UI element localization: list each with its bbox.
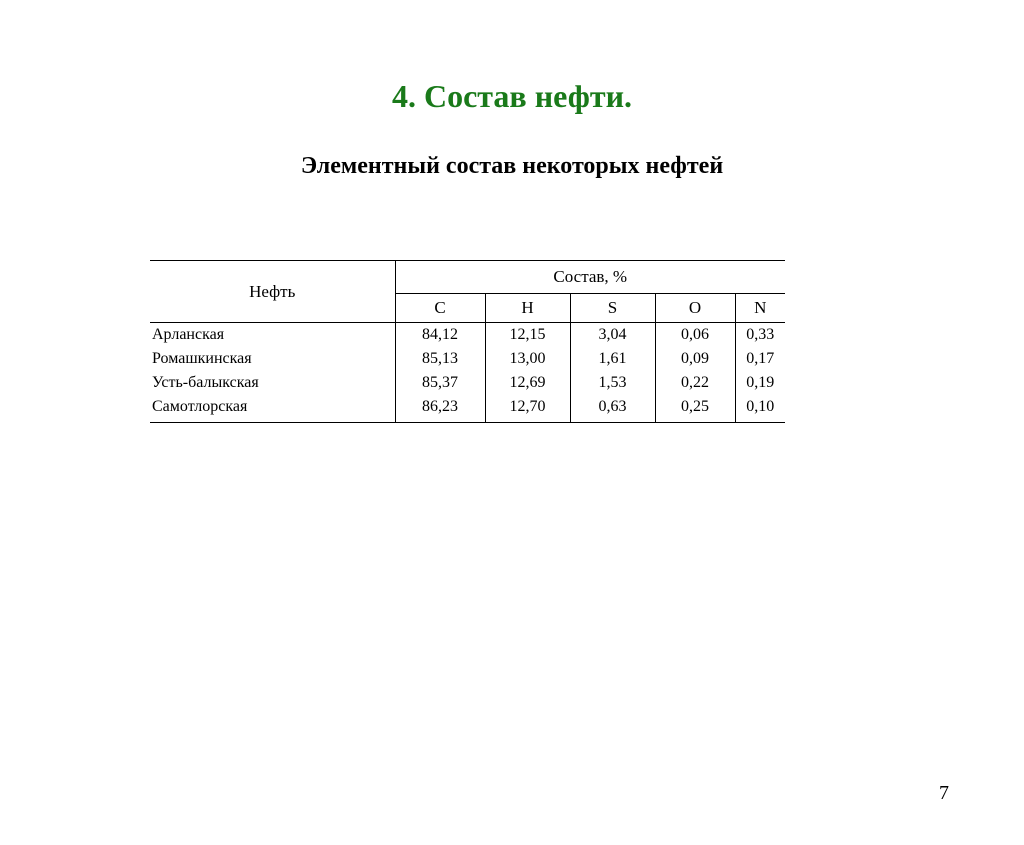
cell-s: 1,61 (570, 347, 655, 371)
cell-name: Самотлорская (150, 395, 395, 423)
table-row: Самотлорская 86,23 12,70 0,63 0,25 0,10 (150, 395, 785, 423)
col-header-c: C (395, 294, 485, 323)
table-row: Усть-балыкская 85,37 12,69 1,53 0,22 0,1… (150, 371, 785, 395)
cell-h: 12,69 (485, 371, 570, 395)
cell-c: 86,23 (395, 395, 485, 423)
cell-h: 12,70 (485, 395, 570, 423)
cell-h: 13,00 (485, 347, 570, 371)
cell-o: 0,22 (655, 371, 735, 395)
header-composition: Состав, % (395, 261, 785, 294)
page-number: 7 (939, 782, 949, 805)
composition-table: Нефть Состав, % C H S O N Арланская 84,1… (150, 260, 785, 423)
col-header-s: S (570, 294, 655, 323)
cell-name: Ромашкинская (150, 347, 395, 371)
table-row: Ромашкинская 85,13 13,00 1,61 0,09 0,17 (150, 347, 785, 371)
cell-n: 0,10 (735, 395, 785, 423)
col-header-h: H (485, 294, 570, 323)
header-oil: Нефть (150, 261, 395, 323)
cell-n: 0,17 (735, 347, 785, 371)
cell-name: Арланская (150, 323, 395, 348)
cell-n: 0,19 (735, 371, 785, 395)
cell-s: 1,53 (570, 371, 655, 395)
cell-o: 0,06 (655, 323, 735, 348)
cell-o: 0,09 (655, 347, 735, 371)
table-row: Арланская 84,12 12,15 3,04 0,06 0,33 (150, 323, 785, 348)
cell-h: 12,15 (485, 323, 570, 348)
cell-c: 85,13 (395, 347, 485, 371)
cell-s: 0,63 (570, 395, 655, 423)
col-header-o: O (655, 294, 735, 323)
cell-s: 3,04 (570, 323, 655, 348)
cell-name: Усть-балыкская (150, 371, 395, 395)
cell-c: 85,37 (395, 371, 485, 395)
page-title: 4. Состав нефти. (0, 78, 1024, 115)
cell-c: 84,12 (395, 323, 485, 348)
cell-n: 0,33 (735, 323, 785, 348)
col-header-n: N (735, 294, 785, 323)
cell-o: 0,25 (655, 395, 735, 423)
page-subtitle: Элементный состав некоторых нефтей (0, 153, 1024, 180)
